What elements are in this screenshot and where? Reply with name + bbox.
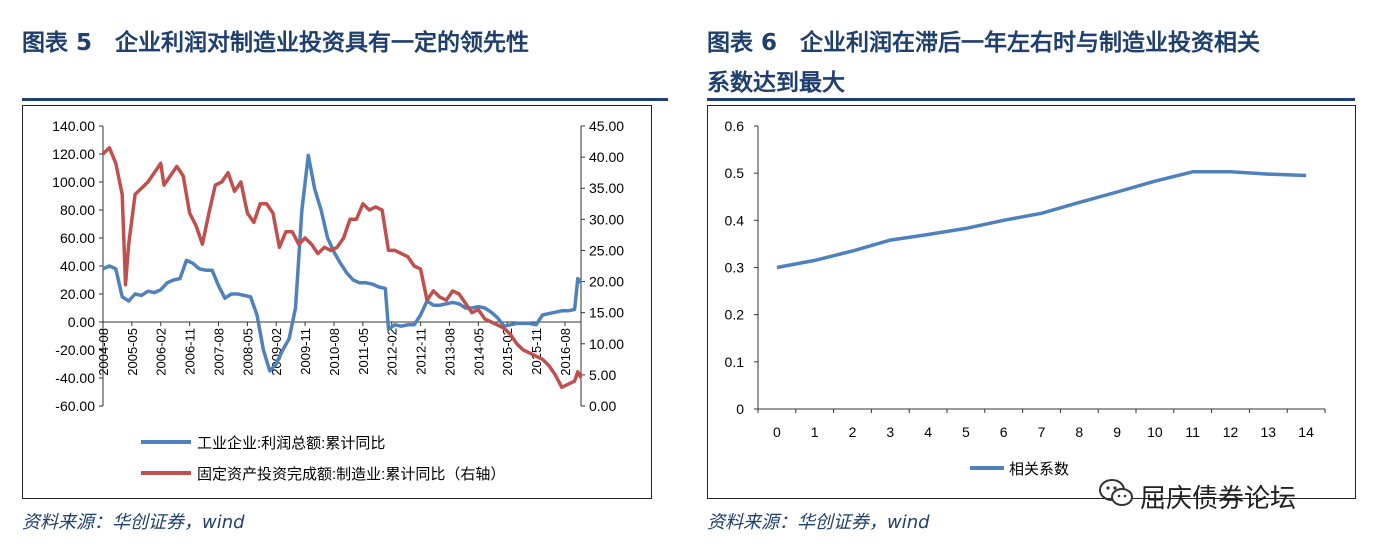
- y-left-tick-label: -60.00: [55, 398, 95, 414]
- y-left-tick-label: 60.00: [60, 230, 95, 246]
- y-tick-label: 0.6: [725, 118, 745, 134]
- y-left-tick-label: 100.00: [52, 174, 95, 190]
- watermark: 屈庆债券论坛: [1098, 478, 1296, 515]
- x-tick-label: 2009-11: [298, 328, 313, 375]
- y-left-tick-label: -40.00: [55, 370, 95, 386]
- y-left-tick-label: 120.00: [52, 146, 95, 162]
- y-tick-label: 0.3: [725, 260, 745, 276]
- x-tick-label: 2012-11: [414, 328, 429, 375]
- x-tick-label: 2015-02: [500, 328, 515, 376]
- y-tick-label: 0.5: [725, 165, 745, 181]
- y-left-tick-label: 80.00: [60, 202, 95, 218]
- x-tick-label: 2015-11: [529, 328, 544, 375]
- investment-series-line: [101, 146, 583, 390]
- x-tick-label: 2008-05: [240, 328, 255, 376]
- x-tick-label: 2012-02: [385, 328, 400, 376]
- y-right-tick-label: 5.00: [589, 367, 616, 383]
- y-left-tick-label: 0.00: [68, 314, 95, 330]
- correlation-series-line: [776, 170, 1307, 270]
- y-left-tick-label: 20.00: [60, 286, 95, 302]
- x-tick-label: 11: [1185, 424, 1200, 440]
- x-tick-label: 2013-08: [442, 328, 457, 376]
- y-right-tick-label: 0.00: [589, 398, 616, 414]
- y-right-tick-label: 25.00: [589, 242, 624, 258]
- legend-label: 固定资产投资完成额:制造业:累计同比（右轴）: [197, 466, 505, 483]
- x-tick-label: 2016-08: [558, 328, 573, 376]
- left-chart-svg: 140.00 120.00 100.00 80.00 60.00 40.00 20.00 0.…: [52, 118, 624, 483]
- x-tick-label: 2004-08: [96, 328, 111, 376]
- x-tick-label: 2014-05: [471, 328, 486, 376]
- right-source-note: 资料来源：华创证券，wind: [707, 512, 930, 533]
- y-right-tick-label: 30.00: [589, 211, 624, 227]
- left-title-rule: [22, 98, 668, 101]
- y-tick-label: 0: [736, 401, 744, 417]
- right-chart-title-line1: 图表 6 企业利润在滞后一年左右时与制造业投资相关: [707, 30, 1261, 56]
- y-tick-label: 0.2: [725, 307, 745, 323]
- y-left-tick-label: 140.00: [52, 118, 95, 134]
- left-source-note: 资料来源：华创证券，wind: [22, 512, 245, 533]
- y-tick-label: 0.1: [725, 354, 745, 370]
- legend-label: 工业企业:利润总额:累计同比: [197, 434, 385, 452]
- left-chart-title: 图表 5 企业利润对制造业投资具有一定的领先性: [22, 30, 530, 56]
- x-tick-label: 9: [1113, 424, 1121, 440]
- x-tick-label: 2011-05: [356, 328, 371, 375]
- right-chart-svg: 0.60.50.40.30.20.100 1 2 3 4 5 6 7 8 9 10 11 12 13 14相…: [725, 118, 1326, 478]
- x-tick-label: 6: [1000, 424, 1008, 440]
- left-chart-frame: 140.00 120.00 100.00 80.00 60.00 40.00 20.00 0.…: [22, 105, 652, 499]
- x-tick-label: 2009-02: [269, 328, 284, 376]
- x-tick-label: 5: [962, 424, 970, 440]
- x-tick-label: 1: [811, 424, 819, 440]
- x-tick-label: 12: [1223, 424, 1239, 440]
- y-right-tick-label: 35.00: [589, 180, 624, 196]
- wechat-icon: [1098, 478, 1134, 515]
- x-tick-label: 2010-08: [327, 328, 342, 376]
- x-tick-label: 7: [1038, 424, 1046, 440]
- x-tick-label: 2006-02: [154, 328, 169, 376]
- x-tick-label: 2005-05: [125, 328, 140, 376]
- y-left-tick-label: 40.00: [60, 258, 95, 274]
- y-left-tick-label: -20.00: [55, 342, 95, 358]
- x-tick-label: 0: [773, 424, 781, 440]
- x-tick-label: 2007-08: [211, 328, 226, 376]
- watermark-text: 屈庆债券论坛: [1140, 484, 1297, 514]
- x-tick-label: 2006-11: [183, 328, 198, 375]
- y-tick-label: 0.4: [725, 212, 745, 228]
- right-chart-frame: 0.6 0.5 0.4 0.3 0.2 0.1 0 0 1 2 3 4 5 6 7 8 9 10 11 12 13 14 相…: [707, 105, 1356, 499]
- x-tick-label: 4: [924, 424, 932, 440]
- right-chart-title-line2: 系数达到最大: [707, 70, 845, 96]
- x-tick-label: 2: [849, 424, 857, 440]
- y-right-tick-label: 45.00: [589, 118, 624, 134]
- y-right-tick-label: 40.00: [589, 149, 624, 165]
- y-right-tick-label: 10.00: [589, 336, 624, 352]
- y-right-tick-label: 15.00: [589, 305, 624, 321]
- y-right-tick-label: 20.00: [589, 274, 624, 290]
- x-tick-label: 14: [1298, 424, 1314, 440]
- right-title-rule: [707, 98, 1355, 101]
- profit-series-line: [102, 153, 583, 373]
- x-tick-label: 8: [1075, 424, 1083, 440]
- x-tick-label: 3: [886, 424, 894, 440]
- legend-label: 相关系数: [1009, 461, 1069, 478]
- x-tick-label: 13: [1261, 424, 1277, 440]
- x-tick-label: 10: [1147, 424, 1163, 440]
